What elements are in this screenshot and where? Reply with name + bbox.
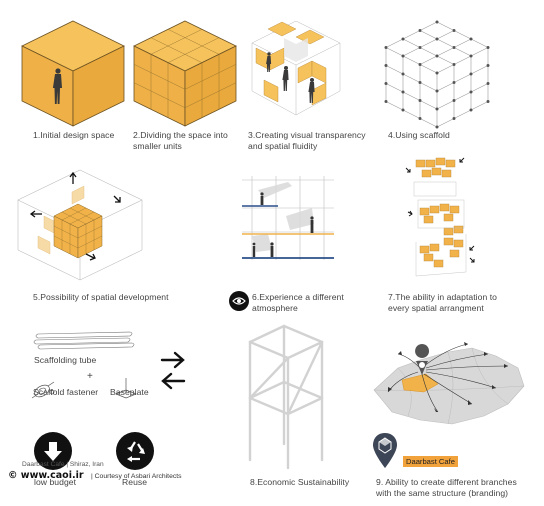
courtesy-credit: | Courtesy of Asbari Architects [91, 473, 182, 480]
scaffold-node [452, 63, 456, 66]
caption-3: 3.Creating visual transparency and spati… [248, 130, 366, 151]
scaffold-node [469, 108, 473, 112]
scaffold-node [435, 71, 439, 75]
scaffold-node [469, 37, 473, 41]
scaffolding-tube-illustration [33, 331, 135, 350]
scaffold-node [452, 29, 456, 32]
scaffold-node [418, 29, 422, 32]
caption-7: 7.The ability in adaptation to every spa… [388, 292, 497, 313]
scaffold-fastener-label: Scaffold fastener [33, 387, 99, 397]
scaffold-node [384, 46, 388, 49]
scaffold-node [401, 90, 405, 94]
person-silhouette [52, 68, 62, 104]
scaffold-node [435, 107, 439, 111]
scaffold-node [384, 82, 388, 85]
scaffold-node [384, 100, 388, 103]
scaffold-node [401, 72, 405, 76]
reuse-label: Reuse [122, 477, 148, 487]
caption-6-line-1: 6.Experience a different [252, 292, 344, 302]
caption-2-line-2: smaller units [133, 140, 182, 151]
scaffold-node [469, 90, 473, 94]
initial-design-space-cube [21, 20, 125, 127]
baseplate-label: Baseplate [110, 387, 149, 397]
scaffold-node [418, 46, 422, 49]
map-pin-icon [373, 433, 397, 468]
down-arrow-icon [34, 432, 72, 470]
scaffold-node [486, 64, 490, 67]
caption-5: 5.Possibility of spatial development [33, 292, 169, 302]
baseplate-illustration [115, 378, 137, 399]
scaffold-node [452, 99, 456, 102]
scaffold-node [435, 54, 439, 58]
scaffold-node [418, 117, 422, 120]
caption-3-line-1: 3.Creating visual transparency [248, 130, 366, 140]
caption-2-line-1: 2.Dividing the space into [133, 130, 228, 140]
scaffold-node [486, 100, 490, 103]
caption-7-line-2: every spatial arrangment [388, 302, 484, 313]
caption-9-line-1: 9. Ability to create different branches [376, 477, 517, 487]
scaffold-node [418, 81, 422, 84]
adaptation-modules-diagram [405, 157, 475, 277]
map-pin-marker [415, 344, 430, 376]
scaffold-node [418, 63, 422, 66]
scaffold-node [435, 125, 439, 129]
caption-8: 8.Economic Sustainability [250, 477, 350, 487]
scaffold-node [452, 117, 456, 120]
caption-9: 9. Ability to create different branches … [376, 477, 517, 498]
watermark: © www.caoi.ir [8, 470, 84, 481]
caption-7-line-1: 7.The ability in adaptation to [388, 292, 497, 302]
transparent-modules-cube [251, 20, 341, 116]
brand-tag: Daarbast Cafe [403, 456, 458, 467]
branches-map [373, 342, 525, 425]
scaffold-node [435, 89, 439, 93]
low-budget-label: low budget [34, 477, 77, 487]
scaffold-node [435, 37, 439, 41]
swap-arrows-icon [160, 351, 186, 390]
plus-sign: + [87, 371, 93, 382]
scaffold-node [435, 20, 439, 24]
caption-6: 6.Experience a different atmosphere [252, 292, 344, 313]
scaffold-node [486, 82, 490, 85]
caption-1: 1.Initial design space [33, 130, 115, 140]
scaffold-node [452, 46, 456, 49]
caption-2: 2.Dividing the space into smaller units [133, 130, 228, 151]
scaffold-node [384, 64, 388, 67]
scaffold-node [486, 46, 490, 49]
scaffold-node [401, 37, 405, 41]
atmosphere-section-diagram [242, 176, 334, 260]
scaffold-node [469, 54, 473, 58]
scaffold-frame-drawing [248, 324, 324, 470]
caption-6-line-2: atmosphere [252, 302, 298, 313]
caption-9-line-2: with the same structure (branding) [376, 487, 509, 498]
scaffold-node [401, 108, 405, 112]
project-credit: Daarbast Cafe | Shiraz, Iran [22, 461, 104, 468]
scaffold-fastener-illustration [31, 381, 55, 399]
caption-3-line-2: and spatial fluidity [248, 140, 318, 151]
spatial-development-diagram [17, 169, 143, 281]
recycle-icon [116, 432, 154, 470]
caption-4: 4.Using scaffold [388, 130, 450, 140]
eye-icon [229, 291, 249, 311]
scaffold-lattice [384, 20, 490, 129]
scaffold-node [418, 99, 422, 102]
scaffolding-tube-label: Scaffolding tube [34, 355, 97, 365]
divided-space-cube [133, 20, 237, 127]
expand-arrow-icon [29, 171, 121, 261]
scaffold-node [401, 54, 405, 58]
scaffold-node [452, 81, 456, 84]
scaffold-node [469, 72, 473, 76]
